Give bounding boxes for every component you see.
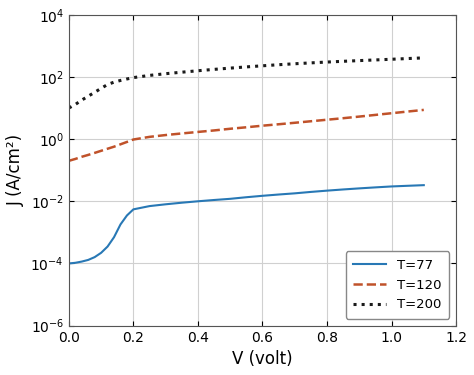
T=77: [292, 191, 298, 196]
T=200: [146, 73, 152, 78]
T=200: [211, 67, 217, 72]
Line: T=77: T=77: [69, 185, 424, 264]
T=120: [373, 112, 378, 117]
Line: T=120: T=120: [69, 110, 424, 161]
T=77: [163, 202, 168, 207]
T=200: [324, 60, 330, 64]
T=77: [118, 222, 123, 226]
T=77: [421, 183, 427, 188]
T=120: [260, 123, 265, 128]
T=120: [292, 120, 298, 125]
X-axis label: V (volt): V (volt): [232, 350, 293, 368]
T=120: [389, 111, 394, 116]
T=77: [228, 196, 233, 201]
T=120: [356, 114, 362, 119]
T=120: [111, 144, 117, 149]
T=120: [146, 135, 152, 139]
T=200: [260, 63, 265, 68]
T=200: [373, 58, 378, 62]
Line: T=200: T=200: [69, 58, 424, 108]
T=77: [373, 185, 378, 190]
T=77: [211, 198, 217, 202]
T=200: [389, 57, 394, 62]
T=77: [146, 204, 152, 209]
T=120: [98, 148, 104, 153]
T=120: [340, 116, 346, 120]
T=77: [260, 194, 265, 198]
T=120: [421, 108, 427, 112]
T=77: [73, 261, 78, 265]
T=120: [228, 126, 233, 131]
Legend: T=77, T=120, T=200: T=77, T=120, T=200: [346, 251, 449, 319]
T=200: [405, 56, 410, 61]
T=77: [111, 235, 117, 239]
T=120: [211, 128, 217, 133]
T=120: [92, 151, 98, 155]
T=120: [195, 130, 201, 134]
T=200: [179, 70, 185, 75]
T=120: [276, 122, 282, 126]
T=200: [118, 78, 123, 83]
T=77: [195, 199, 201, 204]
T=200: [79, 98, 84, 102]
T=77: [85, 258, 91, 262]
T=77: [179, 201, 185, 205]
T=120: [324, 117, 330, 122]
T=77: [356, 186, 362, 190]
T=200: [124, 77, 130, 81]
T=120: [85, 153, 91, 157]
T=200: [92, 90, 98, 94]
T=77: [276, 192, 282, 197]
T=120: [405, 109, 410, 114]
T=200: [163, 72, 168, 76]
T=200: [111, 80, 117, 84]
T=77: [130, 207, 136, 212]
T=120: [179, 131, 185, 136]
T=200: [98, 86, 104, 91]
T=200: [276, 63, 282, 67]
T=120: [73, 157, 78, 161]
T=200: [340, 59, 346, 63]
T=200: [292, 62, 298, 66]
T=77: [92, 255, 98, 260]
T=77: [79, 260, 84, 264]
T=120: [130, 137, 136, 142]
T=77: [389, 184, 394, 189]
T=77: [324, 188, 330, 193]
T=120: [244, 125, 249, 129]
T=77: [405, 183, 410, 188]
T=200: [308, 61, 314, 65]
T=120: [124, 140, 130, 144]
T=200: [73, 102, 78, 107]
T=200: [421, 56, 427, 60]
Y-axis label: J (A/cm²): J (A/cm²): [7, 134, 25, 206]
T=120: [308, 119, 314, 123]
T=77: [105, 244, 110, 249]
T=200: [228, 66, 233, 70]
T=200: [244, 64, 249, 69]
T=77: [340, 187, 346, 192]
T=200: [130, 75, 136, 80]
T=120: [105, 147, 110, 151]
T=200: [195, 69, 201, 73]
T=77: [308, 190, 314, 194]
T=77: [98, 251, 104, 255]
T=200: [105, 82, 110, 87]
T=200: [85, 94, 91, 99]
T=77: [244, 195, 249, 200]
T=200: [66, 106, 72, 110]
T=120: [66, 159, 72, 163]
T=77: [124, 213, 130, 218]
T=120: [118, 142, 123, 147]
T=120: [79, 154, 84, 159]
T=77: [66, 261, 72, 266]
T=120: [163, 133, 168, 137]
T=200: [356, 58, 362, 63]
